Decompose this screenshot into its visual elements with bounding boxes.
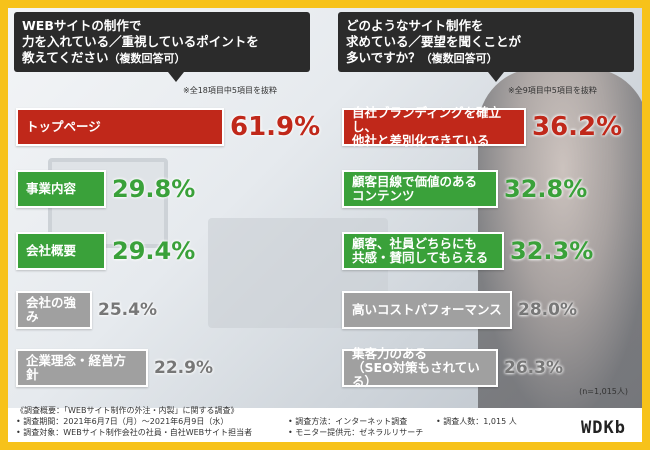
chart-item: 会社の強み 25.4%	[16, 291, 157, 329]
category-label: 自社ブランディングを確立し、 他社と差別化できている	[342, 106, 526, 148]
survey-count: • 調査人数：1,015 人	[436, 417, 517, 426]
right-question-text: どのようなサイト制作を 求めている／要望を聞くことが 多いですか？	[346, 18, 522, 65]
value-label: 32.8%	[504, 175, 588, 203]
category-label: 事業内容	[16, 170, 106, 208]
infographic: WEBサイトの制作で 力を入れている／重視しているポイントを 教えてください（複…	[8, 8, 642, 442]
value-label: 29.8%	[112, 175, 196, 203]
left-question-text: WEBサイトの制作で 力を入れている／重視しているポイントを 教えてください	[22, 18, 259, 65]
survey-title: 《調査概要：「WEBサイト制作の外注・内製」に関する調査》	[16, 406, 239, 415]
left-question-suffix: （複数回答可）	[108, 52, 186, 65]
value-label: 25.4%	[98, 300, 157, 320]
right-question-suffix: （複数回答可）	[420, 52, 498, 65]
chart-item: 自社ブランディングを確立し、 他社と差別化できている 36.2%	[342, 106, 623, 148]
value-label: 29.4%	[112, 237, 196, 265]
chart-item: 事業内容 29.8%	[16, 170, 195, 208]
left-question-box: WEBサイトの制作で 力を入れている／重視しているポイントを 教えてください（複…	[14, 12, 310, 72]
chart-item: 高いコストパフォーマンス 28.0%	[342, 291, 577, 329]
chart-item: 顧客目線で価値のある コンテンツ 32.8%	[342, 170, 587, 208]
value-label: 61.9%	[230, 112, 321, 142]
value-label: 26.3%	[504, 358, 563, 378]
survey-target: • 調査対象：WEBサイト制作会社の社員・自社WEBサイト担当者	[16, 428, 253, 437]
category-label: 顧客、社員どちらにも 共感・賛同してもらえる	[342, 232, 504, 270]
chart-item: 顧客、社員どちらにも 共感・賛同してもらえる 32.3%	[342, 232, 593, 270]
category-label: 集客力のある （SEO対策もされている）	[342, 347, 498, 389]
survey-period: • 調査期間：2021年6月7日（月）〜2021年6月9日（水）	[16, 417, 229, 426]
survey-provider: • モニター提供元：ゼネラルリサーチ	[288, 428, 424, 437]
category-label: 会社の強み	[16, 291, 92, 329]
chart-item: 企業理念・経営方針 22.9%	[16, 349, 213, 387]
category-label: 企業理念・経営方針	[16, 349, 148, 387]
sample-size: (n=1,015人)	[579, 387, 628, 396]
category-label: 顧客目線で価値のある コンテンツ	[342, 170, 498, 208]
value-label: 22.9%	[154, 358, 213, 378]
value-label: 32.3%	[510, 237, 594, 265]
category-label: 会社概要	[16, 232, 106, 270]
value-label: 36.2%	[532, 112, 623, 142]
left-question-tail	[168, 72, 184, 82]
right-question-tail	[488, 72, 504, 82]
category-label: 高いコストパフォーマンス	[342, 291, 512, 329]
chart-item: 集客力のある （SEO対策もされている） 26.3%	[342, 347, 563, 389]
value-label: 28.0%	[518, 300, 577, 320]
wdkb-logo: WDKb	[581, 418, 626, 438]
right-note: ※全9項目中5項目を抜粋	[508, 86, 597, 95]
chart-item: トップページ 61.9%	[16, 108, 320, 146]
category-label: トップページ	[16, 108, 224, 146]
chart-item: 会社概要 29.4%	[16, 232, 195, 270]
survey-method: • 調査方法：インターネット調査	[288, 417, 408, 426]
right-question-box: どのようなサイト制作を 求めている／要望を聞くことが 多いですか？（複数回答可）	[338, 12, 634, 72]
left-note: ※全18項目中5項目を抜粋	[183, 86, 277, 95]
